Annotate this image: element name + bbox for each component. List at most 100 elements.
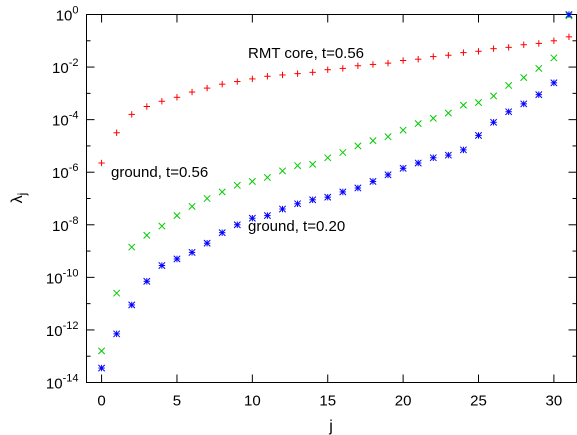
series-1-point [354, 142, 362, 150]
series-0-point [324, 66, 331, 73]
series-1-point [294, 162, 302, 170]
series-0-point [399, 57, 407, 64]
y-tick-label: 100 [56, 5, 79, 25]
series-0-point [505, 44, 512, 51]
series-2-point [278, 205, 287, 213]
series-1-point [188, 202, 196, 210]
series-0-point [128, 111, 135, 118]
plot-frame [86, 14, 577, 383]
series-2-point [128, 301, 136, 309]
series-0-point [173, 94, 181, 101]
series-1-point [324, 154, 332, 162]
y-tick-label: 10-10 [46, 267, 79, 287]
series-1-point [248, 177, 256, 185]
annotation-ground-056: ground, t=0.56 [111, 164, 208, 181]
series-1-point [309, 160, 317, 168]
series-2-point [98, 364, 106, 372]
series-2-point [173, 255, 181, 263]
y-tick-label: 10-4 [52, 110, 78, 130]
series-2-point [550, 79, 558, 87]
series-0-point [550, 37, 558, 44]
y-tick-label: 10-8 [52, 215, 78, 235]
series-2-point [203, 239, 211, 247]
series-2-point [565, 10, 573, 19]
series-0-point [143, 103, 151, 110]
series-0-point [535, 40, 543, 47]
series-0-point [414, 55, 422, 63]
series-2-point [158, 261, 166, 270]
series-0-point [98, 159, 105, 167]
series-1-point [233, 181, 241, 189]
series-1-point [550, 54, 558, 62]
series-2-point [324, 193, 332, 201]
series-0-point [309, 69, 316, 76]
x-tick-label: 5 [173, 393, 181, 410]
y-tick-label: 10-14 [46, 373, 79, 393]
series-2-point [354, 184, 362, 192]
series-2-point [188, 248, 196, 256]
series-0-point [113, 129, 120, 136]
series-2-point [399, 164, 407, 172]
series-2-point [113, 330, 121, 338]
series-1-point [218, 188, 226, 196]
y-axis-label: λj [9, 193, 29, 204]
series-0-point [264, 73, 271, 80]
series-0-point [384, 59, 392, 67]
series-0-point [445, 52, 452, 59]
x-tick-label: 30 [546, 393, 563, 410]
series-2-point [414, 159, 422, 167]
series-2-point [248, 214, 256, 222]
series-2-point [309, 196, 317, 204]
x-axis-label: j [328, 418, 333, 435]
series-2-point [520, 100, 528, 108]
series-2-point [444, 151, 452, 159]
y-tick-label: 10-2 [52, 57, 78, 77]
series-1-point [278, 167, 287, 175]
series-1-point [173, 212, 181, 220]
y-axis-label-sub: j [15, 193, 29, 197]
series-1-point [263, 173, 271, 182]
series-0-point [565, 33, 573, 41]
series-2-point [384, 171, 392, 179]
series-1-point [113, 289, 121, 297]
series-1-point [520, 74, 528, 82]
series-0-point [490, 45, 497, 52]
series-1-point [143, 231, 151, 239]
series-1-point [98, 347, 106, 355]
series-1-point [158, 222, 166, 230]
series-0-point [460, 49, 467, 56]
series-1-point [414, 120, 422, 128]
series-1-point [339, 148, 347, 157]
axis-ticks: 0 5 10 15 20 25 30 10-14 10-12 10-10 10-8 10-6 10-4 1… [46, 5, 577, 410]
annotation-ground-020: ground, t=0.20 [248, 218, 345, 235]
series-1-point [128, 243, 136, 251]
x-tick-label: 15 [319, 393, 336, 410]
series-1-point [384, 133, 392, 141]
series-1-point [535, 64, 543, 72]
x-tick-label: 10 [244, 393, 261, 410]
series-0-point [294, 70, 301, 77]
y-tick-label: 10-12 [46, 320, 79, 340]
series-2-point [490, 118, 498, 126]
series-0-point [520, 41, 527, 48]
series-1-point [459, 101, 467, 109]
series-1-point [474, 99, 483, 107]
series-2-point [218, 229, 226, 237]
series-2-point [339, 188, 347, 196]
series-2-point [143, 277, 151, 285]
data-marks [98, 10, 573, 372]
series-1-point [505, 81, 513, 90]
y-axis-label-main: λ [9, 195, 26, 203]
series-0-point [279, 71, 286, 79]
y-tick-label: 10-6 [52, 162, 78, 182]
series-2-point [535, 91, 543, 99]
series-2-point [263, 212, 271, 220]
series-0-point [188, 88, 196, 96]
series-0-point [354, 62, 362, 69]
series-2-point [429, 154, 437, 162]
x-tick-label: 25 [470, 393, 487, 410]
series-0-point [339, 65, 347, 72]
series-0-point [158, 98, 166, 105]
series-2-point [474, 131, 483, 139]
